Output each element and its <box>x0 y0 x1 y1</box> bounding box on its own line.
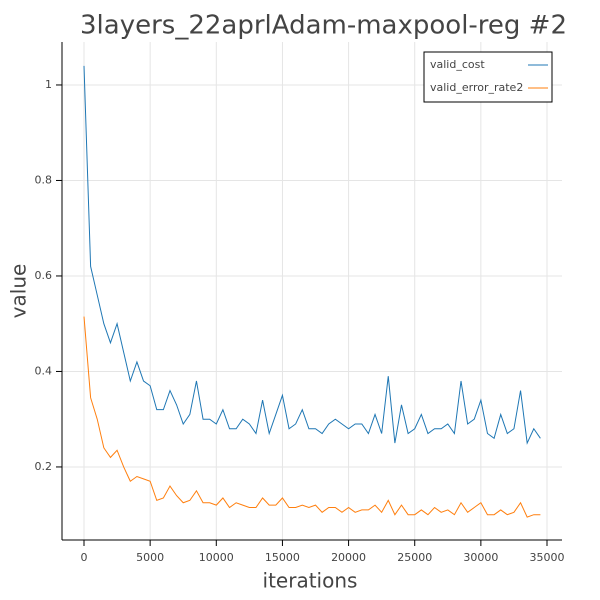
x-tick-label: 10000 <box>199 551 234 564</box>
y-tick-label: 0.6 <box>35 269 53 282</box>
series-line <box>83 316 541 518</box>
y-tick-label: 0.4 <box>35 364 53 377</box>
chart-title: 3layers_22aprlAdam-maxpool-reg #2 <box>80 11 567 41</box>
x-axis-label: iterations <box>263 569 358 593</box>
y-tick-label: 0.2 <box>35 460 53 473</box>
legend-box <box>423 51 553 103</box>
x-tick-label: 20000 <box>331 551 366 564</box>
legend-label: valid_cost <box>430 58 485 71</box>
legend: valid_cost valid_error_rate2 <box>423 51 553 103</box>
y-tick-label: 0.8 <box>35 173 53 186</box>
x-tick-label: 0 <box>80 551 87 564</box>
legend-label: valid_error_rate2 <box>430 81 523 94</box>
y-axis-label: value <box>7 264 31 319</box>
x-tick-label: 25000 <box>397 551 432 564</box>
x-tick-label: 35000 <box>530 551 565 564</box>
x-tick-label: 15000 <box>265 551 300 564</box>
y-tick-label: 1 <box>45 78 52 91</box>
x-tick-label: 5000 <box>136 551 164 564</box>
series-line <box>83 65 541 445</box>
x-tick-label: 30000 <box>463 551 498 564</box>
